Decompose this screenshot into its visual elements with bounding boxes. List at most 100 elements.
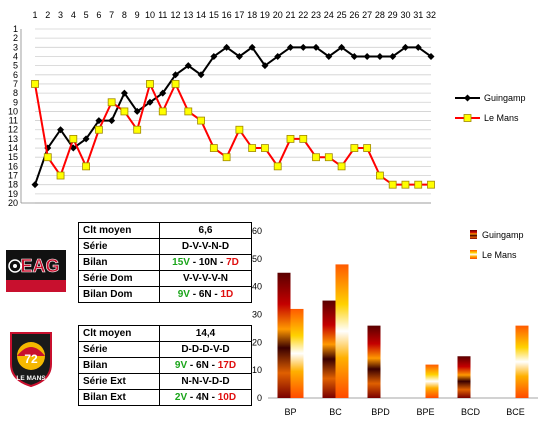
data-point xyxy=(299,134,308,143)
y-tick-label: 6 xyxy=(13,70,18,80)
bar-legend-swatch xyxy=(470,250,477,259)
bar-y-tick-label: 50 xyxy=(252,254,262,264)
x-tick-label: 18 xyxy=(247,10,257,20)
y-tick-label: 7 xyxy=(13,79,18,89)
y-tick-label: 8 xyxy=(13,88,18,98)
data-point xyxy=(388,180,397,189)
y-tick-label: 17 xyxy=(8,171,18,181)
bar-category-label: BPE xyxy=(416,407,434,417)
stats-row: Bilan 15V - 10N - 7D xyxy=(78,254,252,271)
y-tick-label: 19 xyxy=(8,189,18,199)
x-tick-label: 17 xyxy=(234,10,244,20)
x-tick-label: 2 xyxy=(45,10,50,20)
data-point xyxy=(401,43,409,51)
data-point xyxy=(427,52,435,60)
stats-value-part: 10D xyxy=(217,392,237,403)
stats-value: 15V - 10N - 7D xyxy=(159,254,252,271)
stats-value-part: 9V xyxy=(174,360,188,371)
stats-value-part: - 10N - xyxy=(189,257,227,268)
data-point xyxy=(57,126,65,134)
data-point xyxy=(82,162,90,171)
stats-value: 9V - 6N - 1D xyxy=(159,286,252,303)
x-tick-label: 27 xyxy=(362,10,372,20)
y-tick-label: 3 xyxy=(13,42,18,52)
stats-row: Bilan 9V - 6N - 17D xyxy=(78,357,252,374)
data-point xyxy=(337,162,346,171)
stats-value-part: - 6N - xyxy=(189,289,221,300)
bar xyxy=(335,264,349,398)
y-tick-label: 15 xyxy=(8,152,18,162)
data-point xyxy=(133,125,142,134)
series-line-0 xyxy=(34,45,432,186)
goals-bar-chart: 0 10 20 30 40 50 60 BP BC BPD BPE BCD BCE Guingamp Le… xyxy=(252,226,538,417)
data-point xyxy=(389,52,397,60)
data-point xyxy=(120,107,129,116)
data-point xyxy=(273,162,282,171)
y-tick-label: 18 xyxy=(8,180,18,190)
legend-label: Guingamp xyxy=(484,93,526,103)
series-line-1 xyxy=(34,81,431,186)
ranking-chart-grid xyxy=(20,28,431,204)
data-point xyxy=(146,80,154,88)
stats-value-part: 2V xyxy=(174,392,188,403)
bar-chart-axis: 0 10 20 30 40 50 60 BP BC BPD BPE BCD BCE xyxy=(252,226,538,417)
bar xyxy=(367,325,381,398)
data-point xyxy=(210,52,218,60)
x-tick-label: 29 xyxy=(388,10,398,20)
stats-label: Bilan xyxy=(78,357,160,374)
stats-row: Clt moyen 6,6 xyxy=(78,222,252,239)
stats-row: Bilan Dom 9V - 6N - 1D xyxy=(78,286,252,303)
y-tick-label: 9 xyxy=(13,97,18,107)
svg-text:EAG: EAG xyxy=(20,256,59,276)
x-tick-label: 24 xyxy=(324,10,334,20)
data-point xyxy=(235,52,243,60)
data-point xyxy=(248,43,256,51)
data-point xyxy=(158,107,167,116)
data-point xyxy=(414,43,422,51)
data-point xyxy=(350,144,359,152)
x-tick-label: 7 xyxy=(109,10,114,20)
data-point xyxy=(95,117,103,125)
data-point xyxy=(312,43,320,51)
ranking-chart-series xyxy=(31,43,435,189)
data-point xyxy=(197,71,205,79)
legend-marker xyxy=(464,94,471,102)
data-point xyxy=(120,89,128,97)
bar-category-label: BP xyxy=(284,407,296,417)
stats-row: Série Dom V-V-V-V-N xyxy=(78,270,252,287)
x-tick-label: 21 xyxy=(285,10,295,20)
data-point xyxy=(159,89,167,97)
stats-row: Bilan Ext 2V - 4N - 10D xyxy=(78,389,252,406)
data-point xyxy=(31,181,39,189)
x-tick-label: 26 xyxy=(349,10,359,20)
x-tick-label: 20 xyxy=(273,10,283,20)
x-tick-label: 31 xyxy=(413,10,423,20)
data-point xyxy=(171,80,180,88)
ranking-line-chart: 1 2 3 4 5 6 7 8 9 10 11 12 13 14 15 16 17 18 19 20 21 22 23 24 2… xyxy=(8,10,526,208)
y-tick-label: 1 xyxy=(13,24,18,34)
bar-y-tick-label: 60 xyxy=(252,226,262,236)
y-tick-label: 14 xyxy=(8,143,18,153)
bar-chart-legend: Guingamp Le Mans xyxy=(470,230,524,260)
stats-label: Clt moyen xyxy=(78,222,160,239)
x-tick-label: 5 xyxy=(84,10,89,20)
lemans-logo: 72 LE MANS xyxy=(10,332,52,388)
stats-value-part: 15V xyxy=(172,257,190,268)
bar xyxy=(425,364,439,398)
lemans-stats-table: Clt moyen 14,4 Série D-D-D-V-D Bilan 9V - 6N … xyxy=(78,325,252,406)
data-point xyxy=(261,62,269,70)
bar xyxy=(457,356,471,398)
data-point xyxy=(235,125,244,134)
data-point xyxy=(325,52,333,60)
stats-label: Bilan Ext xyxy=(78,389,160,406)
data-point xyxy=(31,80,39,88)
x-tick-label: 28 xyxy=(375,10,385,20)
data-point xyxy=(363,52,371,60)
x-tick-label: 25 xyxy=(337,10,347,20)
data-point xyxy=(376,171,384,180)
data-point xyxy=(223,43,231,51)
x-tick-label: 19 xyxy=(260,10,270,20)
stats-value-part: 7D xyxy=(226,257,239,268)
data-point xyxy=(56,171,65,180)
